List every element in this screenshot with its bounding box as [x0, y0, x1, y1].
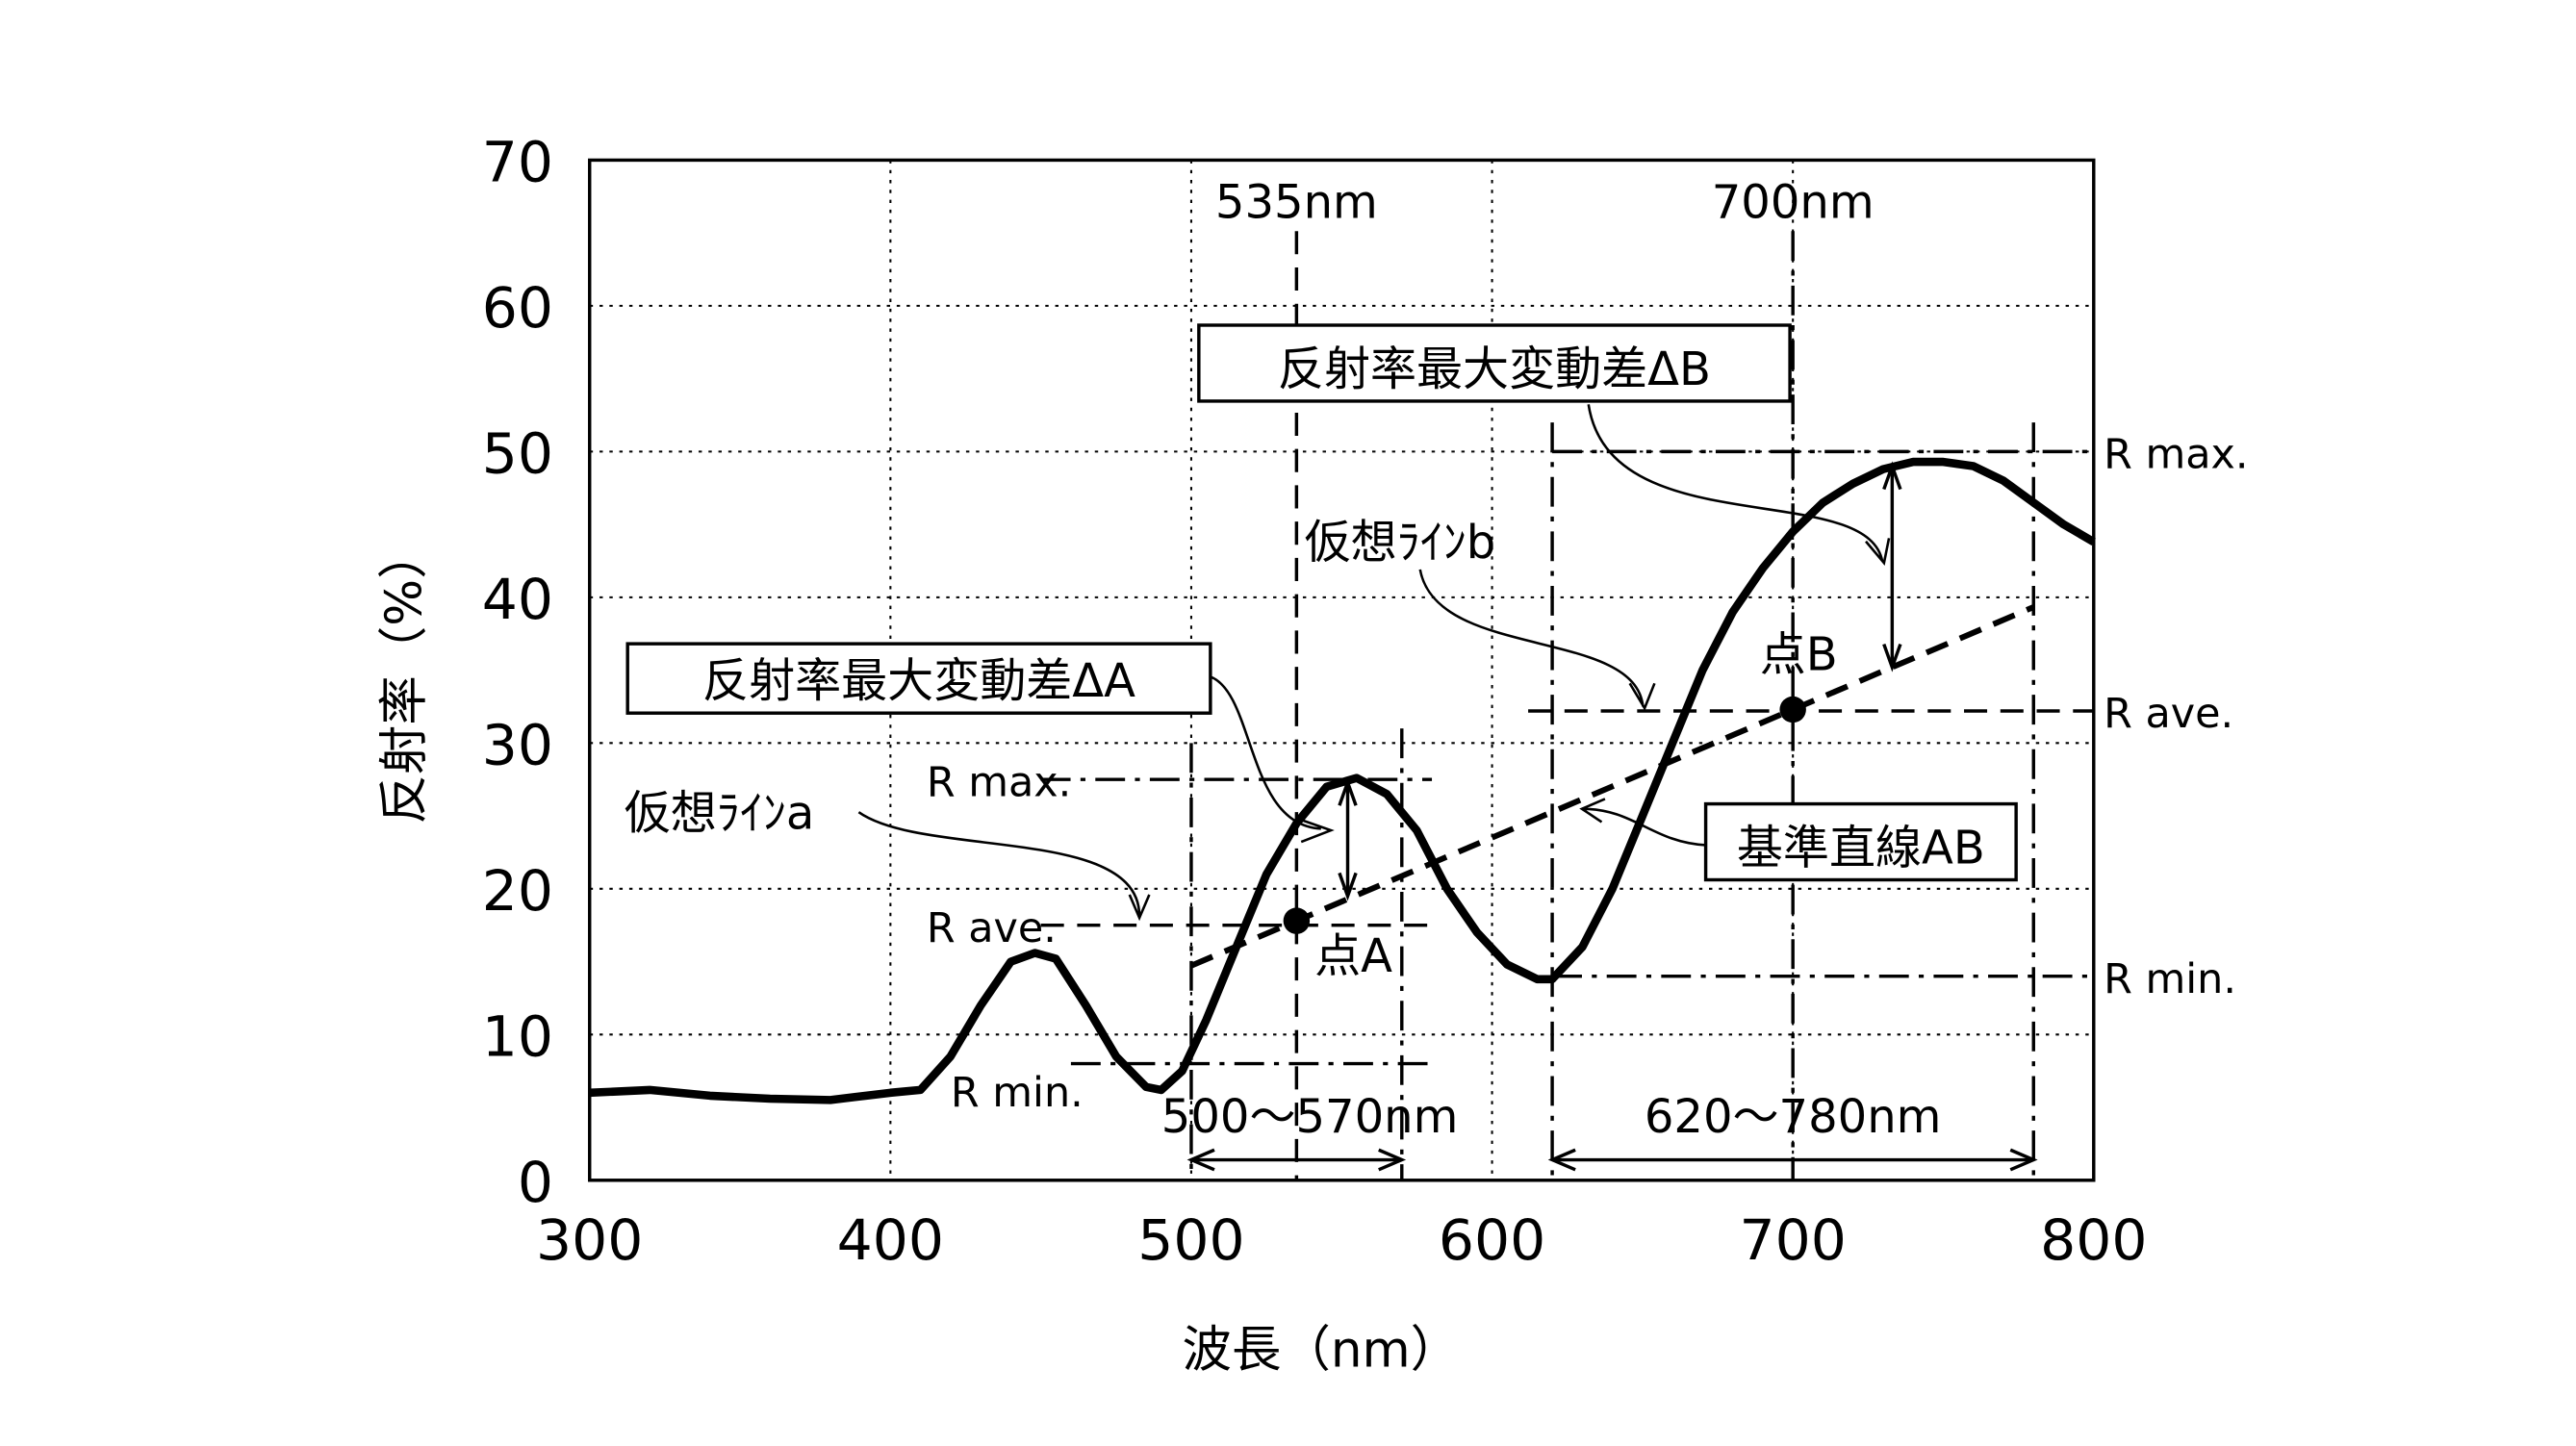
delta-b-leader [1589, 404, 1889, 563]
wavelength-label-700: 700nm [1712, 175, 1875, 229]
virtual-line-a-leader [858, 812, 1149, 918]
x-tick-label: 500 [1137, 1207, 1244, 1273]
virtual-line-b-leader [1420, 570, 1655, 708]
range-a-rave-label: R ave. [927, 904, 1057, 952]
y-tick-label: 20 [482, 858, 553, 924]
y-tick-label: 0 [518, 1150, 553, 1215]
wavelength-label-535: 535nm [1215, 175, 1378, 229]
virtual-line-b-label: 仮想ﾗｲﾝb [1305, 516, 1496, 570]
x-tick-label: 400 [837, 1207, 944, 1273]
annotations: 535nm 700nm 500～570nm 620～780nm R max. R ave.… [625, 175, 2249, 1180]
y-tick-label: 30 [482, 713, 553, 778]
range-a-rmin-label: R min. [951, 1069, 1084, 1117]
x-axis-label: 波長（nm） [1182, 1322, 1460, 1380]
y-tick-label: 50 [482, 421, 553, 487]
range-a-rmax-label: R max. [927, 758, 1071, 806]
point-b-label: 点B [1760, 628, 1838, 682]
virtual-line-a-label: 仮想ﾗｲﾝa [625, 786, 815, 840]
reference-line-label: 基準直線AB [1737, 821, 1985, 875]
range-a-label: 500～570nm [1161, 1090, 1459, 1144]
range-b-label: 620～780nm [1645, 1090, 1942, 1144]
point-b-marker [1779, 697, 1805, 723]
x-tick-label: 800 [2040, 1207, 2147, 1273]
y-tick-label: 40 [482, 567, 553, 632]
range-b-rmax-label: R max. [2104, 431, 2248, 479]
reference-line-ab [1191, 607, 2033, 966]
delta-a-leader [1211, 676, 1331, 842]
delta-a-label: 反射率最大変動差ΔA [702, 654, 1135, 708]
point-a-label: 点A [1314, 929, 1392, 983]
y-tick-label: 60 [482, 275, 553, 341]
range-b-rmin-label: R min. [2104, 955, 2236, 1003]
point-a-marker [1284, 907, 1310, 933]
x-tick-label: 300 [536, 1207, 643, 1273]
y-tick-label: 10 [482, 1004, 553, 1070]
x-tick-label: 600 [1439, 1207, 1545, 1273]
y-axis-label: 反射率（%） [376, 529, 434, 824]
x-tick-label: 700 [1740, 1207, 1847, 1273]
delta-b-label: 反射率最大変動差ΔB [1278, 342, 1711, 396]
range-b-rave-label: R ave. [2104, 690, 2233, 738]
y-tick-label: 70 [482, 130, 553, 195]
